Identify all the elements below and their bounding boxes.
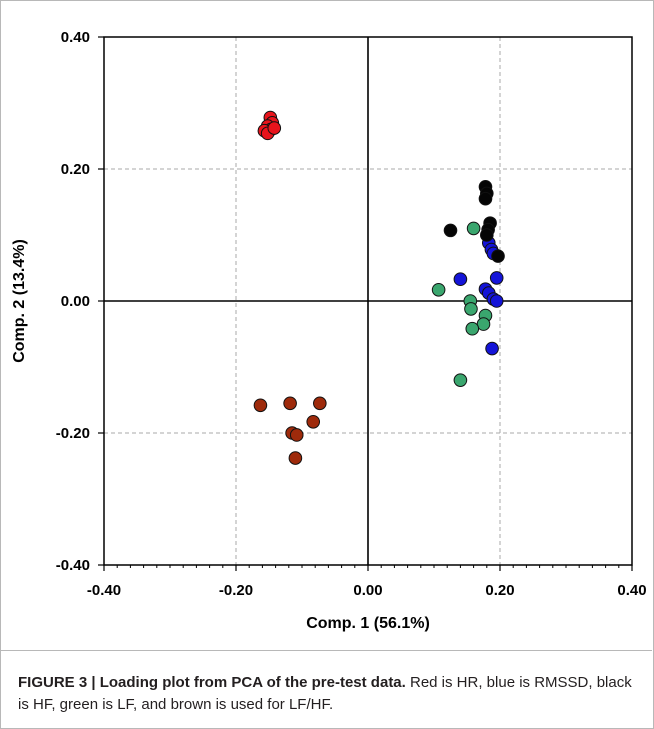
data-point (480, 228, 494, 242)
data-point (485, 341, 499, 356)
data-point (476, 317, 491, 331)
data-point (478, 191, 493, 206)
data-point (283, 396, 297, 411)
data-point (465, 321, 480, 336)
data-point (288, 451, 303, 465)
y-tick-label: -0.40 (56, 557, 90, 574)
x-tick-label: -0.20 (219, 582, 253, 599)
data-point (491, 249, 505, 263)
y-axis-tick-labels: -0.40 -0.20 0.00 0.20 0.40 (56, 29, 90, 574)
data-point (489, 294, 504, 308)
tick-marks (98, 36, 633, 571)
y-tick-label: -0.20 (56, 425, 90, 442)
x-tick-label: 0.00 (353, 582, 382, 599)
y-tick-label: 0.40 (61, 29, 90, 46)
data-point (443, 223, 458, 238)
x-axis-tick-labels: -0.40 -0.20 0.00 0.20 0.40 (87, 582, 647, 599)
data-point (466, 221, 481, 236)
y-tick-label: 0.20 (61, 161, 90, 178)
data-point (306, 414, 321, 429)
caption-lead: FIGURE 3 | Loading plot from PCA of the … (18, 674, 406, 691)
data-point (431, 282, 446, 297)
data-point (489, 271, 504, 285)
grid-lines (104, 37, 632, 565)
x-tick-label: 0.40 (617, 582, 646, 599)
data-point (253, 398, 268, 413)
data-point (464, 302, 478, 316)
data-points (253, 110, 505, 465)
data-point (267, 121, 282, 135)
x-tick-label: -0.40 (87, 582, 121, 599)
caption-divider (0, 650, 652, 651)
data-point (289, 428, 304, 442)
caption-body: Red is HR, blue is RMSSD, black is HF, g… (18, 674, 632, 713)
figure-caption: FIGURE 3 | Loading plot from PCA of the … (18, 672, 638, 716)
y-axis-title: Comp. 2 (13.4%) (11, 239, 28, 363)
x-tick-label: 0.20 (485, 582, 514, 599)
data-point (313, 396, 327, 411)
data-point (453, 272, 468, 287)
y-tick-label: 0.00 (61, 293, 90, 310)
data-point (453, 373, 468, 388)
x-axis-title: Comp. 1 (56.1%) (306, 615, 430, 632)
scatter-chart: -0.40 -0.20 0.00 0.20 0.40 -0.40 -0.20 0.00 0.2… (11, 29, 647, 632)
